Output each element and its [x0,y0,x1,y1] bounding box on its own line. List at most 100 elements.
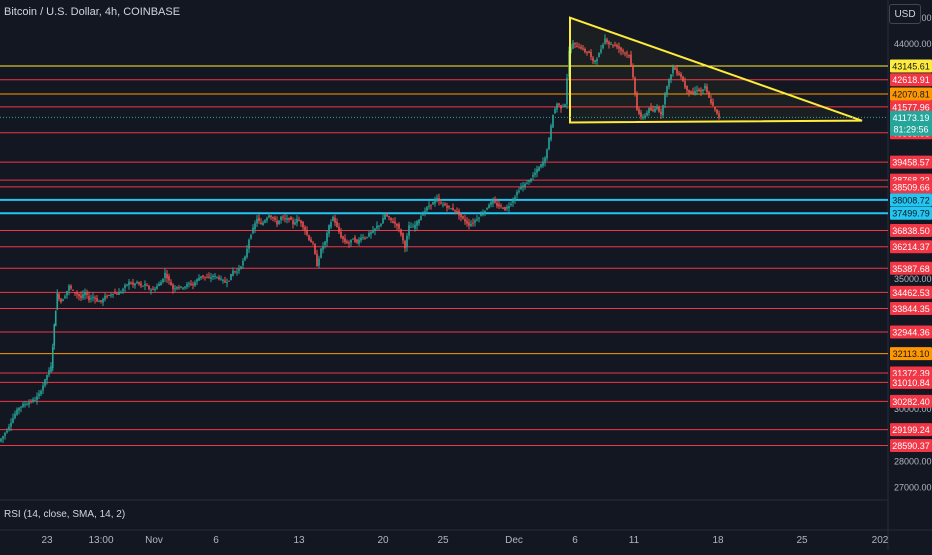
candle-body [566,78,568,105]
candle-body [654,108,656,112]
candle-body [46,374,48,380]
candle-body [602,44,604,48]
candle-body [2,436,4,439]
candle-body [556,103,558,110]
level-label-bg [890,223,932,237]
x-tick-label: 202 [872,535,889,546]
candle-body [170,282,172,286]
candle-body [424,210,426,213]
candle-body [94,297,96,299]
candle-body [182,287,184,289]
candle-body [464,219,466,222]
candle-body [492,200,494,204]
candle-body [356,239,358,243]
candle-body [708,91,710,98]
candle-body [322,245,324,250]
candle-body [280,216,282,221]
candle-body [76,292,78,295]
rsi-indicator-label[interactable]: RSI (14, close, SMA, 14, 2) [4,509,126,520]
candle-body [516,192,518,196]
candle-body [302,221,304,228]
candle-body [232,270,234,276]
candle-body [210,277,212,279]
candle-body [140,283,142,286]
candle-body [446,205,448,208]
candle-body [508,206,510,209]
candle-body [220,278,222,280]
candle-body [176,286,178,289]
level-label-bg [890,206,932,220]
candle-body [486,207,488,210]
candle-body [524,183,526,187]
candle-body [38,393,40,397]
candle-body [400,229,402,235]
candle-body [144,283,146,286]
candle-body [50,366,52,372]
candle-body [564,104,566,107]
candle-body [244,256,246,261]
candle-body [310,239,312,243]
candle-body [618,46,620,49]
candle-body [690,90,692,94]
candle-body [360,237,362,241]
candle-body [652,109,654,111]
candle-body [538,167,540,171]
candle-body [62,299,64,302]
candle-body [340,231,342,238]
candle-body [368,232,370,237]
candle-body [68,285,70,291]
candle-body [594,60,596,63]
candle-body [548,137,550,150]
candle-body [436,197,438,202]
candle-body [30,401,32,403]
candle-body [0,438,2,442]
candle-body [202,275,204,277]
candle-body [208,276,210,278]
candle-body [664,94,666,105]
candle-body [676,68,678,74]
x-tick-label: 25 [796,535,808,546]
candle-body [194,282,196,286]
candle-body [180,286,182,288]
candle-body [626,53,628,55]
candle-body [148,285,150,290]
candle-body [146,285,148,287]
candle-body [60,298,62,303]
candle-body [258,217,260,222]
candle-body [686,85,688,91]
candle-body [336,221,338,227]
candle-body [24,404,26,406]
candle-body [494,200,496,203]
candle-body [74,292,76,294]
candle-body [418,219,420,224]
candle-body [178,287,180,289]
candle-body [90,298,92,300]
level-label-bg [890,240,932,254]
y-tick-label: 30000.00 [894,404,932,414]
candle-body [478,217,480,219]
candle-body [300,220,302,224]
candle-body [278,220,280,225]
level-label-bg [890,325,932,339]
candle-body [536,169,538,173]
candle-body [520,187,522,190]
candle-body [224,280,226,283]
candle-body [606,39,608,43]
candle-body [206,277,208,279]
candle-body [502,207,504,209]
candle-body [442,204,444,206]
candle-body [694,91,696,94]
candle-body [600,49,602,53]
candle-body [136,282,138,284]
candle-body [152,288,154,290]
candle-body [154,288,156,291]
currency-button[interactable]: USD [889,4,921,24]
candle-body [398,224,400,229]
candle-body [82,294,84,299]
candle-body [216,276,218,278]
candle-body [286,218,288,220]
candle-body [226,282,228,284]
candle-body [622,50,624,52]
